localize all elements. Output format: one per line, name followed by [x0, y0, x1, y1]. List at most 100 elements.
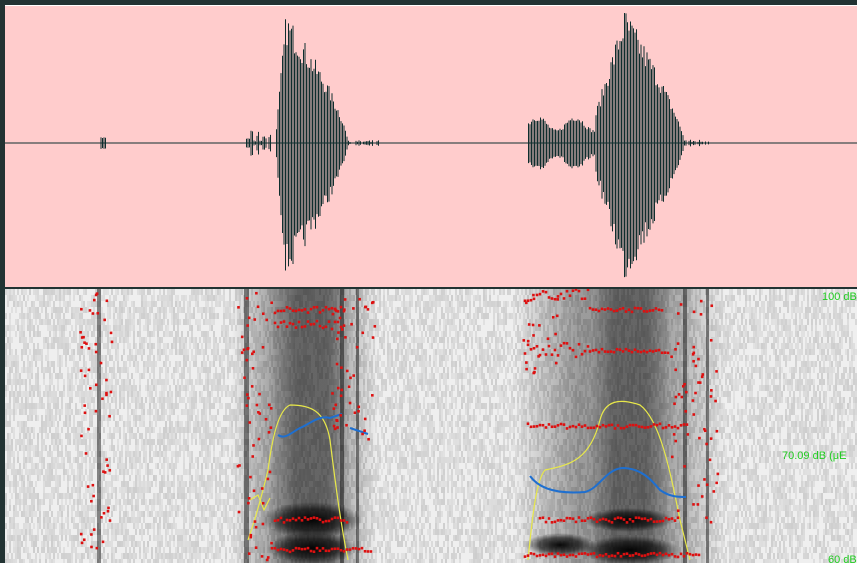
spectrogram-cell — [93, 505, 95, 511]
spectrogram-cell — [175, 391, 177, 397]
spectrogram-cell — [21, 331, 23, 337]
spectrogram-cell — [207, 379, 209, 385]
spectrogram-cell — [121, 487, 123, 493]
spectrogram-cell — [83, 433, 85, 439]
spectrogram-cell — [135, 517, 137, 523]
spectrogram-cell — [125, 337, 127, 343]
spectrogram-cell — [185, 349, 187, 355]
spectrogram-cell — [23, 367, 25, 373]
spectrogram-cell — [163, 547, 165, 553]
spectrogram-cell — [97, 361, 99, 367]
spectrogram-cell — [133, 463, 135, 469]
spectrogram-cell — [177, 415, 179, 421]
spectrogram-cell — [31, 373, 33, 379]
spectrogram-cell — [201, 331, 203, 337]
spectrogram-cell — [29, 553, 31, 559]
spectrogram-cell — [155, 421, 157, 427]
waveform — [5, 12, 857, 278]
spectrogram-cell — [171, 409, 173, 415]
spectrogram-cell — [139, 469, 141, 475]
spectrogram-cell — [61, 439, 63, 445]
spectrogram-cell — [187, 541, 189, 547]
spectrogram-cell — [229, 505, 231, 511]
spectrogram-cell — [187, 559, 189, 563]
spectrogram-cell — [101, 487, 103, 493]
spectrogram-cell — [55, 457, 57, 463]
spectrogram-cell — [61, 337, 63, 343]
spectrogram-cell — [157, 397, 159, 403]
spectrogram-cell — [167, 343, 169, 349]
spectrogram-cell — [193, 313, 195, 319]
spectrogram-cell — [151, 367, 153, 373]
spectrogram-cell — [29, 445, 31, 451]
spectrogram-cell — [69, 415, 71, 421]
spectrogram-cell — [213, 397, 215, 403]
spectrogram-cell — [107, 499, 109, 505]
spectrogram-cell — [97, 433, 99, 439]
spectrogram-cell — [61, 463, 63, 469]
spectrogram-cell — [145, 319, 147, 325]
spectrogram-cell — [189, 517, 191, 523]
spectrogram-cell — [225, 307, 227, 313]
spectrogram-cell — [93, 331, 95, 337]
spectrogram-cell — [163, 397, 165, 403]
spectrogram-cell — [101, 499, 103, 505]
spectrogram-cell — [115, 559, 117, 563]
spectrogram-cell — [215, 463, 217, 469]
spectrogram-cell — [169, 499, 171, 505]
spectrogram-cell — [85, 529, 87, 535]
spectrogram-cell — [173, 481, 175, 487]
spectrogram-cell — [219, 439, 221, 445]
spectrogram-cell — [133, 541, 135, 547]
spectrogram-cell — [217, 517, 219, 523]
spectrogram-cell — [9, 499, 11, 505]
spectrogram-cell — [203, 487, 205, 493]
spectrogram-cell — [155, 403, 157, 409]
spectrogram-cell — [149, 349, 151, 355]
spectrogram-cell — [145, 367, 147, 373]
spectrogram-cell — [67, 457, 69, 463]
spectrogram-cell — [109, 409, 111, 415]
spectrogram-cell — [121, 493, 123, 499]
spectrogram-cell — [45, 445, 47, 451]
spectrogram-cell — [95, 499, 97, 505]
spectrogram-cell — [201, 367, 203, 373]
spectrogram-cell — [177, 553, 179, 559]
spectrogram-cell — [217, 481, 219, 487]
spectrogram-cell — [209, 325, 211, 331]
spectrogram-cell — [67, 511, 69, 517]
spectrogram-cell — [27, 367, 29, 373]
spectrogram-cell — [95, 373, 97, 379]
spectrogram-cell — [77, 505, 79, 511]
spectrogram-cell — [55, 337, 57, 343]
spectrogram-cell — [183, 343, 185, 349]
spectrogram-cell — [23, 559, 25, 563]
spectrogram-cell — [69, 385, 71, 391]
spectrogram-cell — [193, 355, 195, 361]
spectrogram-cell — [195, 319, 197, 325]
spectrogram-cell — [75, 511, 77, 517]
spectrogram-cell — [133, 553, 135, 559]
spectrogram-cell — [149, 343, 151, 349]
spectrogram-cell — [11, 355, 13, 361]
spectrogram-cell — [53, 493, 55, 499]
spectrogram-cell — [103, 493, 105, 499]
spectrogram-cell — [27, 403, 29, 409]
spectrogram-cell — [109, 493, 111, 499]
spectrogram-cell — [107, 337, 109, 343]
spectrogram-cell — [47, 511, 49, 517]
spectrogram-cell — [39, 451, 41, 457]
spectrogram-cell — [59, 307, 61, 313]
spectrogram-cell — [111, 529, 113, 535]
spectrogram-cell — [21, 325, 23, 331]
spectrogram-cell — [91, 517, 93, 523]
spectrogram-cell — [49, 415, 51, 421]
spectrogram-cell — [101, 313, 103, 319]
spectrogram-cell — [31, 427, 33, 433]
spectrogram-cell — [195, 493, 197, 499]
spectrogram-cell — [35, 385, 37, 391]
spectrogram-cell — [39, 469, 41, 475]
spectrogram-cell — [135, 391, 137, 397]
spectrogram-cell — [39, 301, 41, 307]
spectrogram-cell — [213, 343, 215, 349]
